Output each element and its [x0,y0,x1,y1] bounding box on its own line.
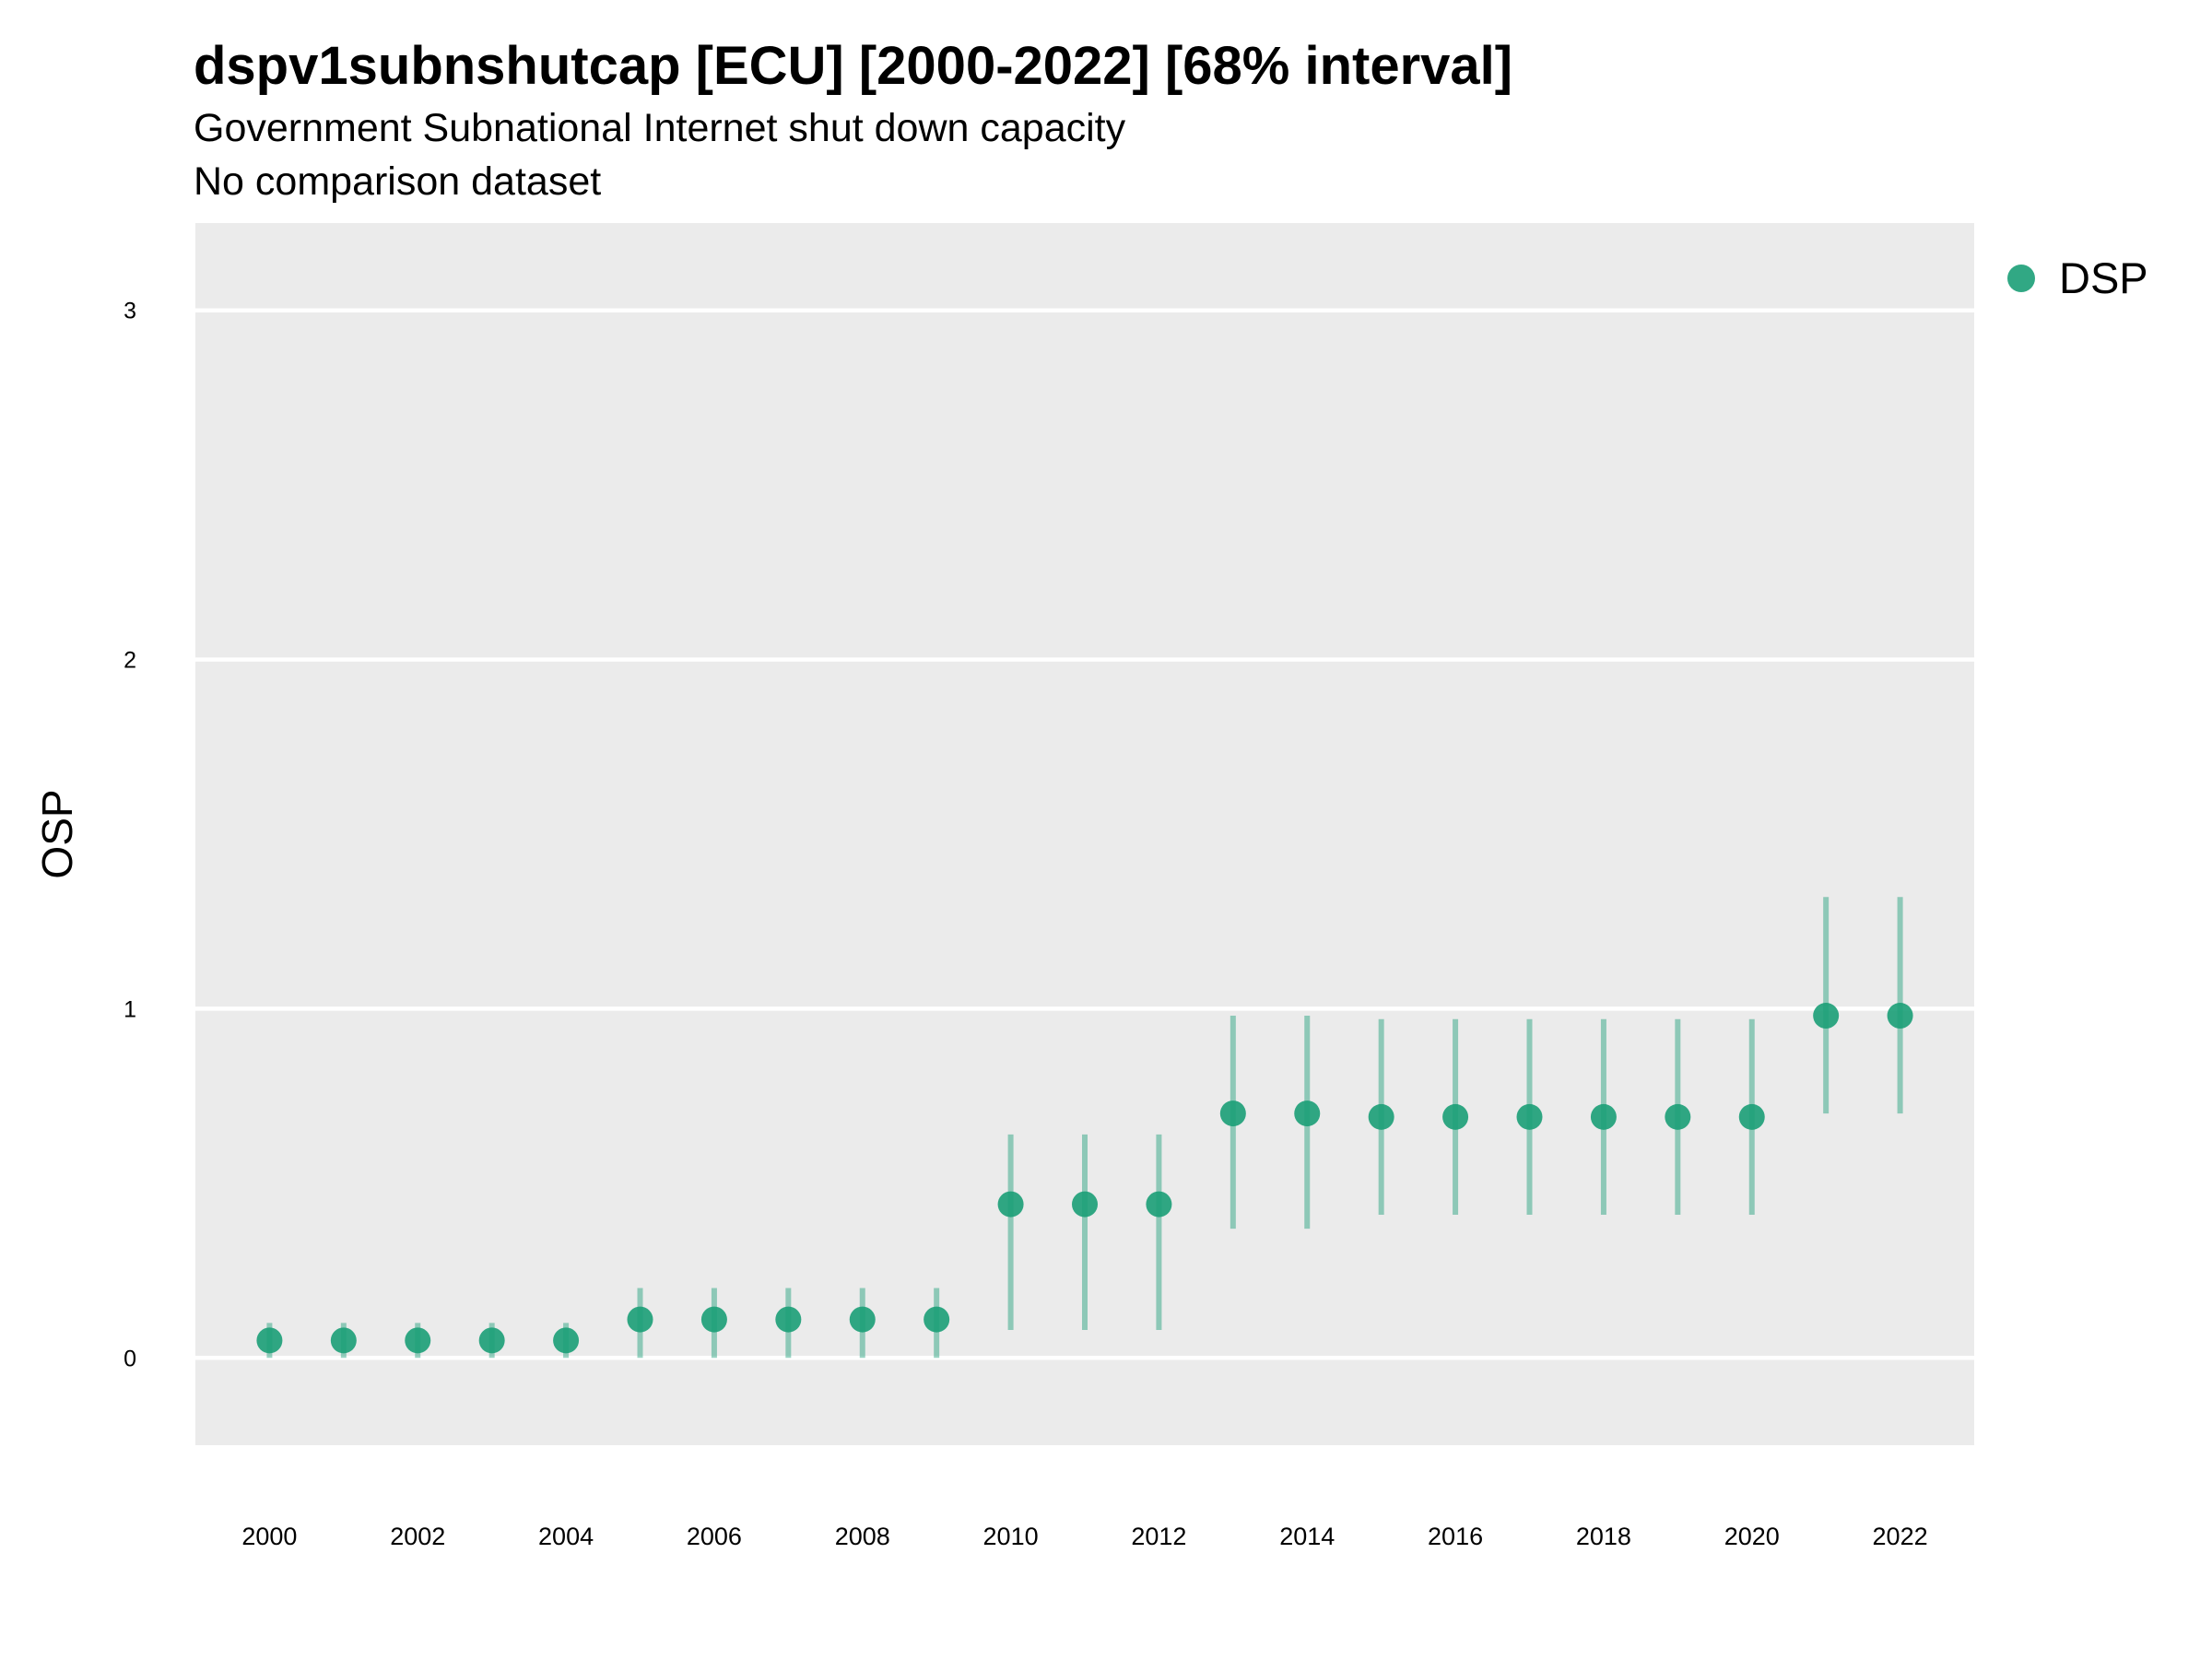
data-point [924,1306,950,1333]
data-point [1738,1103,1765,1130]
data-point [775,1306,802,1333]
chart-title: dspv1subnshutcap [ECU] [2000-2022] [68% … [194,36,1513,96]
y-tick-label: 2 [124,648,136,674]
data-point [1813,1003,1840,1030]
data-point [1368,1103,1394,1130]
x-tick-label: 2008 [835,1523,890,1550]
x-tick-label: 2000 [241,1523,297,1550]
data-point [997,1191,1024,1218]
data-point [553,1327,580,1354]
x-tick-label: 2014 [1279,1523,1335,1550]
x-tick-label: 2022 [1873,1523,1928,1550]
x-tick-label: 2012 [1131,1523,1186,1550]
data-point [1442,1103,1469,1130]
x-tick-label: 2020 [1724,1523,1780,1550]
x-tick-label: 2006 [687,1523,742,1550]
data-point [256,1327,283,1354]
y-axis-title: OSP [33,789,81,878]
x-tick-label: 2002 [390,1523,445,1550]
data-point [1146,1191,1172,1218]
data-point [849,1306,876,1333]
x-tick-label: 2010 [983,1523,1039,1550]
y-tick-label: 1 [124,996,136,1022]
data-point [1590,1103,1617,1130]
data-point [1219,1100,1246,1127]
data-point [1887,1003,1913,1030]
chart-subtitle-comparison: No comparison dataset [194,159,602,204]
x-tick-label: 2016 [1428,1523,1483,1550]
x-tick-label: 2004 [538,1523,594,1550]
data-point [405,1327,431,1354]
x-tick-label: 2018 [1576,1523,1631,1550]
y-tick-label: 0 [124,1346,136,1371]
chart-subtitle: Government Subnational Internet shut dow… [194,106,1126,150]
data-point [478,1327,505,1354]
data-point [1294,1100,1321,1127]
legend-label: DSP [2059,253,2148,302]
legend-marker [2007,264,2035,292]
data-point [330,1327,357,1354]
data-point [627,1306,653,1333]
plot-panel [195,223,1974,1445]
y-tick-label: 3 [124,299,136,324]
data-point [1665,1103,1691,1130]
legend: DSP [2007,253,2148,303]
data-point [1516,1103,1543,1130]
data-point [700,1306,727,1333]
data-point [1072,1191,1098,1218]
